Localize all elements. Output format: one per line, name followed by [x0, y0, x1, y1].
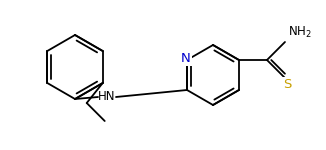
Text: S: S: [283, 78, 291, 90]
Text: N: N: [181, 52, 191, 66]
Text: NH$_2$: NH$_2$: [288, 25, 312, 40]
Text: HN: HN: [98, 90, 116, 104]
